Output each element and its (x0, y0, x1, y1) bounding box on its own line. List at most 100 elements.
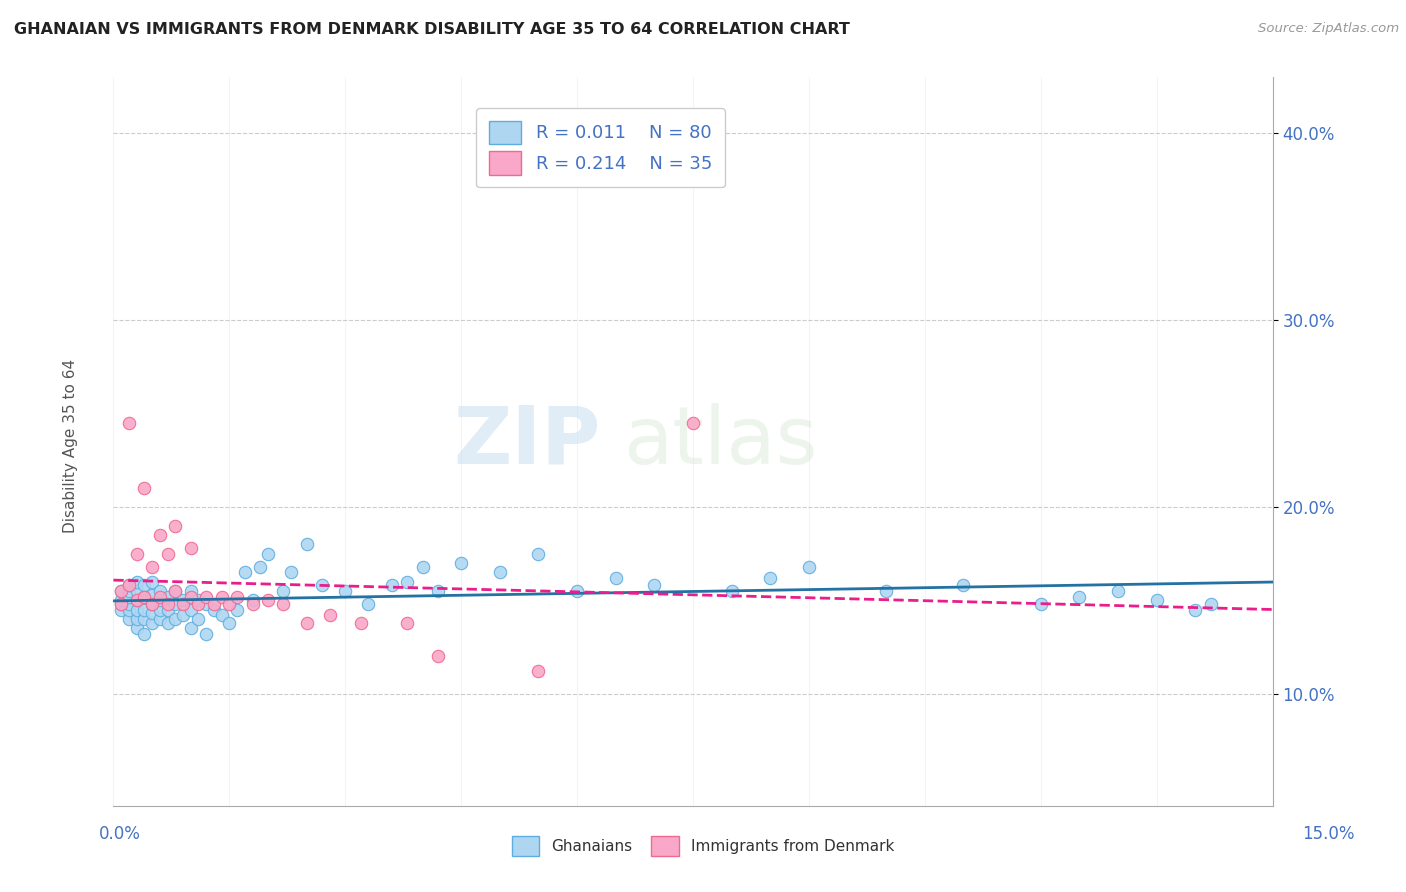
Point (149, 528, 172, 542)
Point (125, 547, 148, 561)
Point (381, 578, 404, 592)
Text: Source: ZipAtlas.com: Source: ZipAtlas.com (1258, 22, 1399, 36)
Point (141, 597, 163, 611)
Point (156, 615, 179, 630)
Point (156, 547, 179, 561)
Point (134, 602, 156, 616)
Point (125, 612, 148, 626)
Point (110, 597, 132, 611)
Point (165, 612, 187, 626)
Point (202, 597, 225, 611)
Point (180, 590, 202, 604)
Point (134, 578, 156, 592)
Legend: Ghanaians, Immigrants from Denmark: Ghanaians, Immigrants from Denmark (506, 830, 900, 862)
Point (195, 590, 218, 604)
Point (211, 590, 233, 604)
Point (875, 583, 897, 598)
Point (218, 615, 240, 630)
Point (118, 416, 141, 430)
Text: atlas: atlas (623, 402, 818, 481)
Point (427, 583, 450, 598)
Point (187, 612, 209, 626)
Point (172, 597, 194, 611)
Point (643, 578, 665, 592)
Point (125, 583, 148, 598)
Point (280, 566, 302, 580)
Point (527, 664, 550, 678)
Point (1029, 597, 1052, 611)
Point (134, 590, 156, 604)
Point (682, 416, 704, 430)
Point (141, 597, 163, 611)
Point (180, 583, 202, 598)
Point (273, 583, 295, 598)
Point (156, 590, 179, 604)
Point (149, 593, 172, 607)
Point (118, 578, 141, 592)
Point (233, 566, 256, 580)
Point (450, 556, 472, 570)
Point (172, 593, 194, 607)
Point (118, 590, 141, 604)
Point (1199, 597, 1222, 611)
Point (396, 574, 419, 589)
Point (110, 597, 132, 611)
Point (187, 593, 209, 607)
Point (350, 615, 373, 630)
Point (165, 583, 187, 598)
Point (427, 649, 450, 664)
Point (149, 583, 172, 598)
Text: ZIP: ZIP (453, 402, 600, 481)
Point (202, 602, 225, 616)
Point (149, 602, 172, 616)
Point (412, 559, 434, 574)
Point (180, 541, 202, 555)
Point (125, 602, 148, 616)
Point (156, 597, 179, 611)
Point (125, 574, 148, 589)
Point (141, 607, 163, 621)
Point (1184, 602, 1206, 616)
Text: GHANAIAN VS IMMIGRANTS FROM DENMARK DISABILITY AGE 35 TO 64 CORRELATION CHART: GHANAIAN VS IMMIGRANTS FROM DENMARK DISA… (14, 22, 851, 37)
Text: 0.0%: 0.0% (98, 825, 141, 843)
Point (110, 583, 132, 598)
Point (257, 593, 280, 607)
Point (187, 597, 209, 611)
Point (759, 571, 782, 585)
Point (311, 578, 333, 592)
Point (149, 590, 172, 604)
Point (134, 590, 156, 604)
Point (134, 612, 156, 626)
Legend: R = 0.011    N = 80, R = 0.214    N = 35: R = 0.011 N = 80, R = 0.214 N = 35 (477, 108, 724, 187)
Point (156, 602, 179, 616)
Point (149, 612, 172, 626)
Point (295, 615, 318, 630)
Point (242, 593, 264, 607)
Point (165, 583, 187, 598)
Point (218, 597, 240, 611)
Point (257, 547, 280, 561)
Point (952, 578, 974, 592)
Point (1146, 593, 1168, 607)
Point (165, 518, 187, 533)
Point (488, 566, 510, 580)
Point (118, 578, 141, 592)
Point (180, 602, 202, 616)
Text: Disability Age 35 to 64: Disability Age 35 to 64 (63, 359, 77, 533)
Point (110, 583, 132, 598)
Point (125, 593, 148, 607)
Point (1069, 590, 1091, 604)
Point (605, 571, 627, 585)
Point (118, 612, 141, 626)
Point (226, 602, 249, 616)
Point (1107, 583, 1129, 598)
Point (141, 574, 163, 589)
Point (141, 615, 163, 630)
Point (141, 588, 163, 602)
Point (527, 547, 550, 561)
Point (357, 597, 380, 611)
Point (165, 597, 187, 611)
Point (125, 593, 148, 607)
Point (118, 602, 141, 616)
Point (125, 621, 148, 635)
